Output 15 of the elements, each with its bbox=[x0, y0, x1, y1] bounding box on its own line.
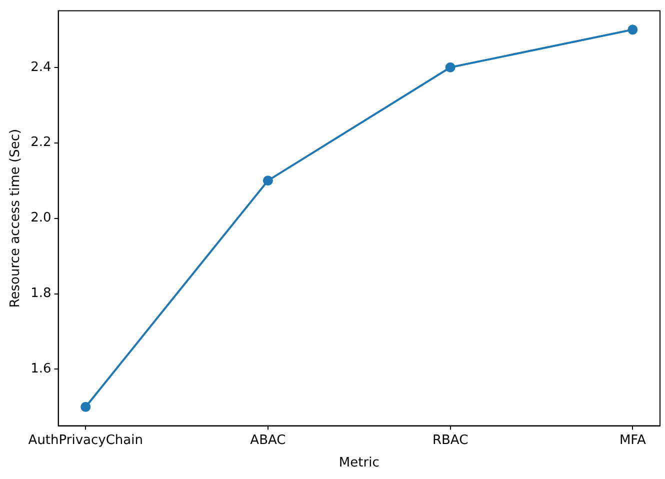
point bbox=[262, 176, 273, 186]
point bbox=[80, 402, 91, 412]
y-tick-label: 1.6 bbox=[30, 362, 52, 377]
y-tick-label: 2.4 bbox=[30, 60, 52, 75]
y-tick-label: 2.2 bbox=[30, 135, 52, 150]
point bbox=[628, 24, 638, 35]
x-tick-label: AuthPrivacyChain bbox=[28, 432, 143, 448]
y-tick-label: 2.0 bbox=[30, 210, 52, 226]
x-tick-label: RBAC bbox=[432, 432, 468, 448]
x-tick-label: MFA bbox=[619, 432, 646, 448]
y-tick-label: 1.8 bbox=[30, 286, 52, 302]
x-tick-label: ABAC bbox=[250, 432, 286, 448]
x-axis-title: Metric bbox=[338, 456, 380, 471]
y-axis-title: Resource access time (Sec) bbox=[8, 128, 24, 308]
point bbox=[445, 62, 456, 72]
